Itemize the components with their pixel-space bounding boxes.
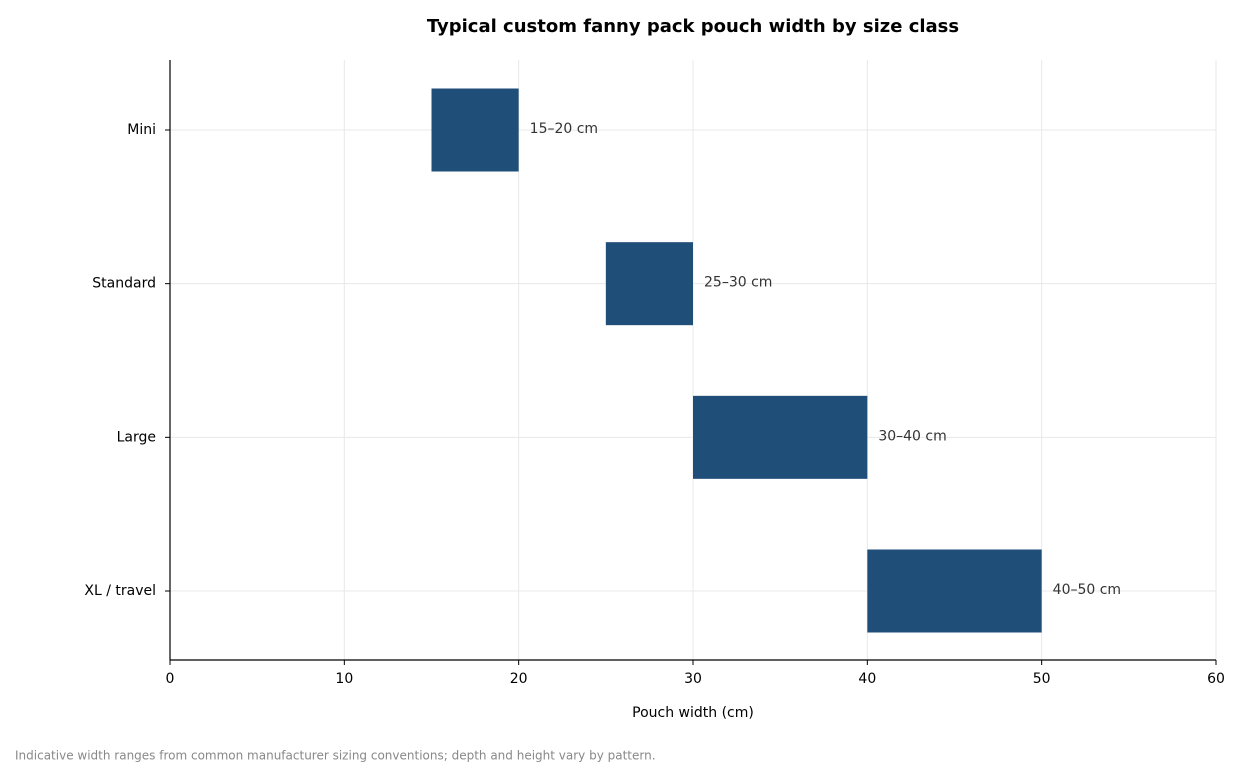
chart-title: Typical custom fanny pack pouch width by… (427, 16, 959, 37)
x-tick-label: 20 (510, 671, 528, 687)
footnote: Indicative width ranges from common manu… (15, 749, 656, 763)
value-label: 15–20 cm (530, 121, 598, 137)
x-tick-label: 40 (858, 671, 876, 687)
y-tick-label: Large (117, 429, 156, 445)
value-label: 30–40 cm (878, 428, 946, 444)
y-tick-label: Standard (92, 276, 156, 292)
bar (867, 549, 1042, 633)
bar (605, 242, 693, 326)
x-tick-label: 30 (684, 671, 702, 687)
bar (693, 395, 868, 479)
value-label: 25–30 cm (704, 275, 772, 291)
x-tick-label: 10 (335, 671, 353, 687)
bar (431, 88, 519, 172)
x-tick-label: 60 (1207, 671, 1225, 687)
x-tick-label: 0 (166, 671, 175, 687)
y-tick-label: XL / travel (84, 583, 156, 599)
x-axis-label: Pouch width (cm) (632, 705, 754, 721)
y-tick-label: Mini (127, 122, 156, 138)
x-tick-label: 50 (1033, 671, 1051, 687)
value-label: 40–50 cm (1053, 582, 1121, 598)
